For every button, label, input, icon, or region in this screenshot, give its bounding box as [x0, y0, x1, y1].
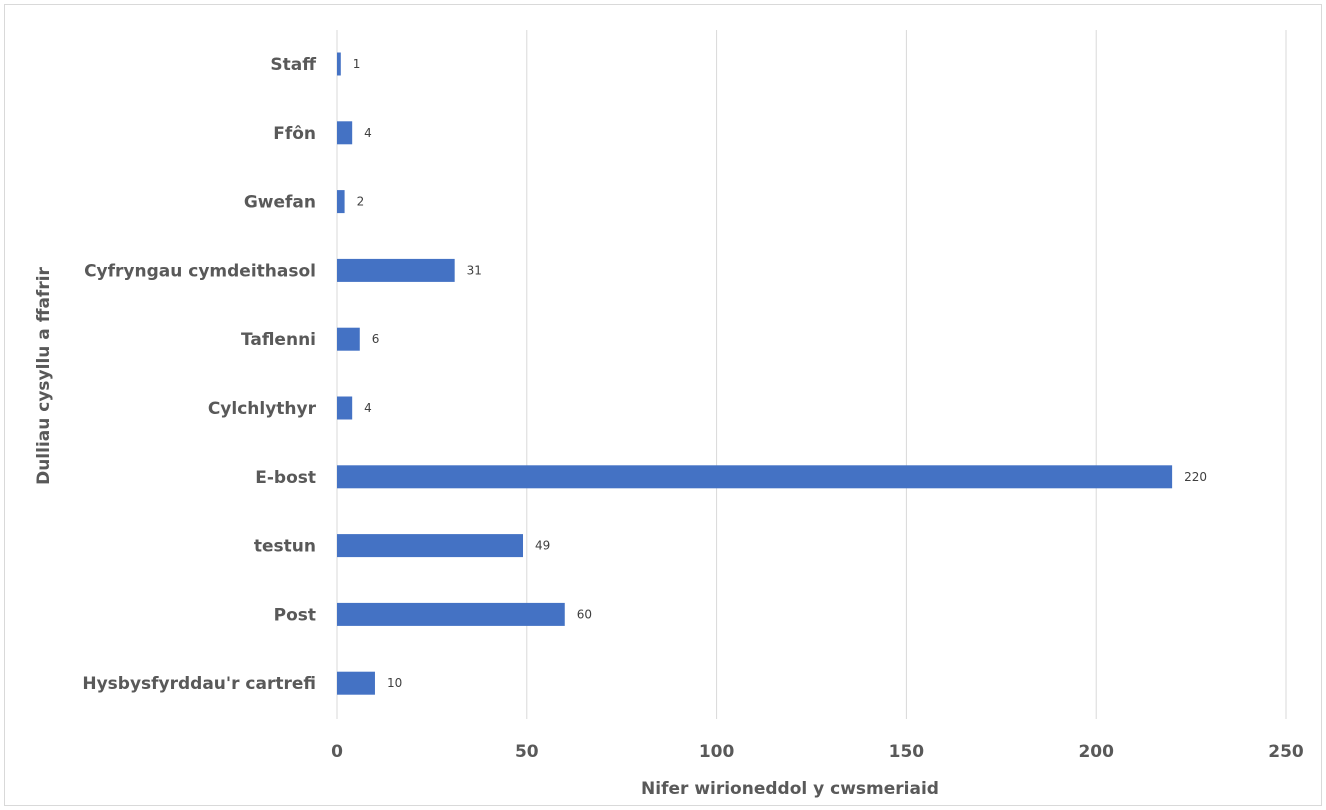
data-label: 4: [364, 126, 372, 140]
category-label: Hysbysfyrddau'r cartrefi: [82, 674, 316, 694]
category-label: testun: [254, 537, 316, 557]
bar: [337, 534, 524, 558]
category-label: Taflenni: [241, 330, 316, 350]
data-label: 31: [467, 263, 482, 277]
bar: [337, 258, 455, 282]
data-label: 2: [357, 195, 365, 209]
data-label: 1: [353, 57, 361, 71]
x-axis-ticks: 0 50 100 150 200 250: [331, 742, 1304, 762]
x-tick-label: 50: [515, 742, 539, 762]
category-label: Ffôn: [273, 124, 316, 144]
data-label: 6: [372, 332, 380, 346]
data-label: 10: [387, 676, 402, 690]
category-label: Post: [274, 605, 316, 625]
x-tick-label: 100: [699, 742, 735, 762]
data-labels: 1 4 2 31 6 4 220 49 60 10: [353, 57, 1207, 690]
chart-frame: [4, 4, 1322, 806]
bar: [337, 52, 341, 76]
x-tick-label: 200: [1078, 742, 1114, 762]
data-label: 49: [535, 539, 550, 553]
bar: [337, 190, 345, 214]
bar: [337, 671, 375, 695]
category-label: Staff: [270, 55, 316, 75]
category-labels: Staff Ffôn Gwefan Cyfryngau cymdeithasol Taf…: [82, 55, 316, 694]
category-label: Cylchlythyr: [208, 399, 317, 419]
category-label: E-bost: [255, 468, 316, 488]
bar: [337, 465, 1173, 489]
x-tick-label: 0: [331, 742, 343, 762]
data-label: 60: [577, 607, 592, 621]
bars: [337, 52, 1173, 695]
bar: [337, 602, 565, 626]
x-axis-title: Nifer wirioneddol y cwsmeriaid: [641, 779, 939, 799]
x-tick-label: 250: [1268, 742, 1304, 762]
category-label: Cyfryngau cymdeithasol: [84, 261, 316, 281]
data-label: 4: [364, 401, 372, 415]
data-label: 220: [1184, 470, 1207, 484]
bar: [337, 396, 353, 420]
x-tick-label: 150: [889, 742, 925, 762]
category-label: Gwefan: [244, 193, 316, 213]
bar: [337, 327, 360, 351]
y-axis-title: Dulliau cysyllu a ffafrir: [34, 266, 54, 484]
bar: [337, 121, 353, 145]
